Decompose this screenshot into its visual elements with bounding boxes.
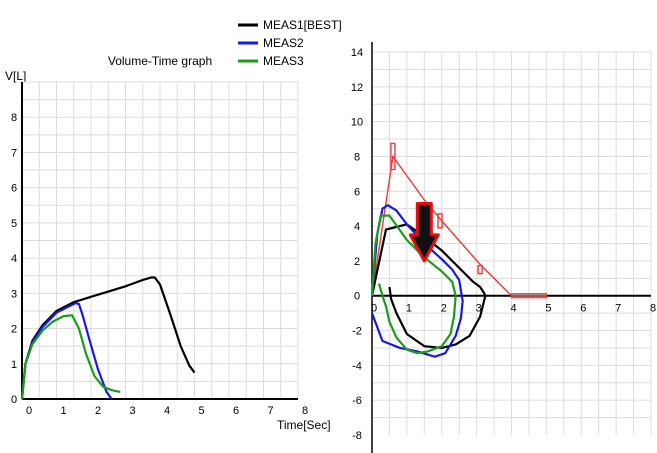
x-tick-label: 3 [129,405,135,417]
y-axis-label: V[L] [5,69,26,83]
y-tick-label: 12 [351,82,363,94]
x-tick-label: 6 [580,303,586,315]
y-tick-label: 3 [11,288,17,300]
y-tick-label: 2 [11,324,17,336]
volume-time-chart: Volume-Time graph V[L] Time[Sec] 0 1 2 3 4 5 6… [5,54,331,432]
y-tick-label: 2 [354,256,360,268]
reference-marker [477,264,483,275]
y-tick-label: -4 [352,360,362,372]
x-tick-label: 7 [267,405,273,417]
series-line [20,314,121,400]
y-tick-label: -8 [352,430,362,442]
x-tick-label: 8 [650,303,656,315]
x-axis-label: Time[Sec] [277,418,331,432]
x-tick-label: 1 [60,405,66,417]
legend-label: MEAS1[BEST] [263,18,342,32]
x-tick-label: 2 [441,303,447,315]
series-line [20,302,113,400]
y-tick-label: 0 [11,394,17,406]
y-tick-label: 8 [11,112,17,124]
y-tick-label: 4 [354,221,360,233]
x-tick-label: 6 [233,405,239,417]
y-tick-label: 0 [354,291,360,303]
y-tick-label: -6 [352,395,362,407]
legend-label: MEAS2 [263,36,304,50]
x-tick-label: 4 [164,405,170,417]
x-tick-label: 3 [476,303,482,315]
reference-marker [390,142,396,171]
x-tick-label: 8 [302,405,308,417]
x-tick-label: 5 [198,405,204,417]
x-tick-label: 2 [95,405,101,417]
y-tick-label: -2 [352,326,362,338]
x-tick-label: 1 [406,303,412,315]
y-tick-label: 14 [351,47,363,59]
x-tick-label: 0 [26,405,32,417]
y-tick-label: 8 [354,151,360,163]
down-arrow-icon [408,201,440,263]
x-tick-label: 4 [510,303,516,315]
y-tick-label: 4 [11,253,17,265]
series-loop [370,214,457,355]
y-tick-label: 10 [351,117,363,129]
series-loop [370,204,464,358]
y-tick-label: 7 [11,147,17,159]
x-tick-label: 0 [371,303,377,315]
x-tick-label: 7 [615,303,621,315]
legend: MEAS1[BEST] MEAS2 MEAS3 [238,18,342,68]
x-tick-label: 5 [545,303,551,315]
reference-marker [510,293,547,299]
y-tick-label: 6 [11,183,17,195]
y-tick-label: 5 [11,218,17,230]
y-tick-label: 6 [354,186,360,198]
chart-title: Volume-Time graph [108,54,212,68]
y-tick-label: 1 [11,359,17,371]
legend-label: MEAS3 [263,54,304,68]
reference-marker [437,213,443,229]
